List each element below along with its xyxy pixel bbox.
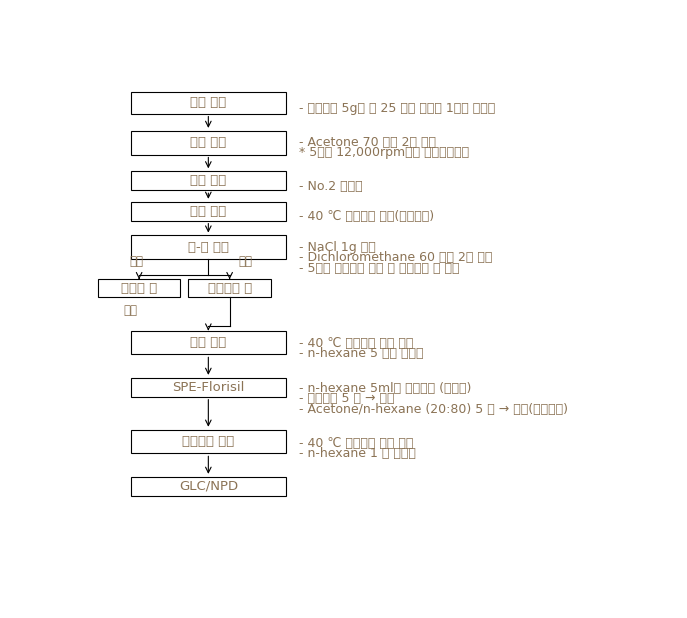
Text: - No.2 여과지: - No.2 여과지: [299, 180, 363, 193]
Text: 벼짚 시료: 벼짚 시료: [190, 96, 227, 109]
Text: - 40 ℃ 이하에서 농축 건고: - 40 ℃ 이하에서 농축 건고: [299, 437, 413, 450]
Bar: [131, 201, 286, 221]
Text: 감압 농축: 감압 농축: [190, 336, 227, 349]
Text: - n-hexane 5ml를 흘려버림 (활성화): - n-hexane 5ml를 흘려버림 (활성화): [299, 381, 471, 394]
Bar: [131, 91, 286, 114]
Text: - Acetone/n-hexane (20:80) 5 ㎖ → 받음(자연낙하): - Acetone/n-hexane (20:80) 5 ㎖ → 받음(자연낙하…: [299, 402, 568, 415]
Text: - NaCl 1g 첨가: - NaCl 1g 첨가: [299, 240, 376, 254]
Text: 질소기류 농축: 질소기류 농축: [182, 435, 234, 448]
Text: 흡인 여과: 흡인 여과: [190, 174, 227, 187]
Bar: [98, 279, 181, 297]
Text: SPE-Florisil: SPE-Florisil: [172, 381, 245, 394]
Text: - n-hexane 1 ㎖ 재용해: - n-hexane 1 ㎖ 재용해: [299, 447, 416, 460]
Bar: [131, 171, 286, 190]
Text: 상층: 상층: [129, 255, 144, 268]
Bar: [131, 235, 286, 260]
Text: 유기용매 층: 유기용매 층: [207, 282, 251, 295]
Bar: [131, 476, 286, 496]
Text: - Dichloromethane 60 ㎖씩 2회 분배: - Dichloromethane 60 ㎖씩 2회 분배: [299, 251, 492, 264]
Bar: [188, 279, 271, 297]
Bar: [131, 131, 286, 154]
Text: - 검체용액 5 ㎖ → 버림: - 검체용액 5 ㎖ → 버림: [299, 392, 394, 405]
Text: GLC/NPD: GLC/NPD: [179, 480, 238, 493]
Text: 용매 추출: 용매 추출: [190, 136, 227, 149]
Text: - 40 ℃ 이하에서 농축(용매제거): - 40 ℃ 이하에서 농축(용매제거): [299, 210, 434, 223]
Bar: [131, 378, 286, 397]
Text: * 5분간 12,000rpm에서 고속마쇄추출: * 5분간 12,000rpm에서 고속마쇄추출: [299, 146, 469, 159]
Text: - n-hexane 5 ㎖에 재용해: - n-hexane 5 ㎖에 재용해: [299, 347, 423, 360]
Text: - 5분간 격렬하게 진탕 후 정치하여 층 분리: - 5분간 격렬하게 진탕 후 정치하여 층 분리: [299, 261, 460, 274]
Text: 수용액 층: 수용액 층: [121, 282, 157, 295]
Text: 버림: 버림: [123, 303, 137, 316]
Text: - Acetone 70 ㎖씩 2회 추출: - Acetone 70 ㎖씩 2회 추출: [299, 135, 436, 148]
Text: 액-액 분배: 액-액 분배: [188, 241, 229, 254]
Text: - 분쇄시료 5g에 물 25 ㎖를 가하여 1시간 습윤화: - 분쇄시료 5g에 물 25 ㎖를 가하여 1시간 습윤화: [299, 102, 495, 115]
Bar: [131, 430, 286, 454]
Bar: [131, 331, 286, 355]
Text: 하층: 하층: [238, 255, 253, 268]
Text: - 40 ℃ 이하에서 농축 건고: - 40 ℃ 이하에서 농축 건고: [299, 337, 413, 350]
Text: 감압 농축: 감압 농축: [190, 205, 227, 218]
